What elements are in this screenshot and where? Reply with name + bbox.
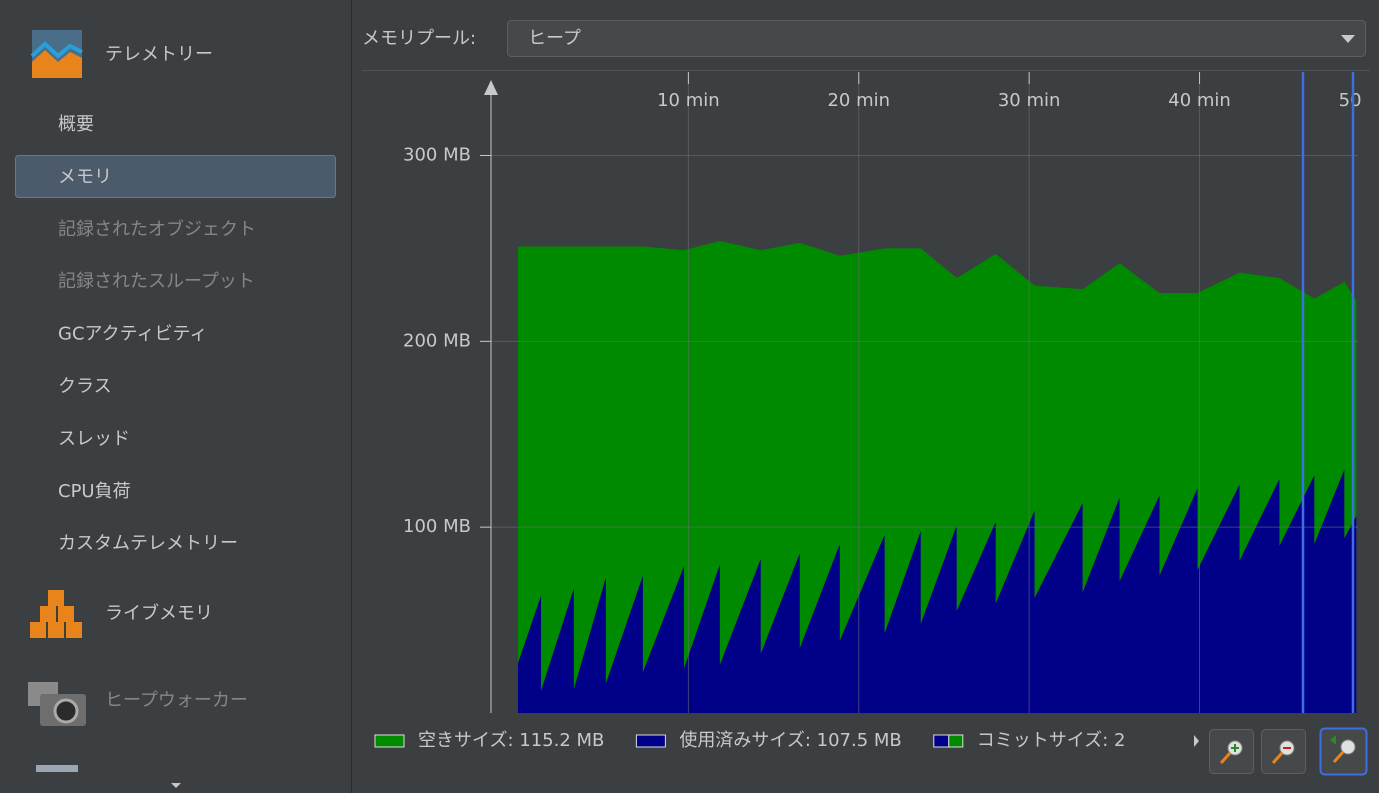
y-axis-arrow (484, 80, 498, 95)
x-tick-label: 40 min (1168, 90, 1231, 111)
legend-label: 空きサイズ: 115.2 MB (418, 730, 604, 751)
nav-item[interactable]: CPU負荷 (58, 481, 131, 502)
x-tick-label: 30 min (998, 90, 1061, 111)
nav-item[interactable]: 記録されたスループット (58, 271, 255, 292)
nav-item[interactable]: スレッド (58, 428, 130, 449)
area (518, 240, 1357, 691)
nav-item[interactable]: GCアクティビティ (58, 324, 207, 345)
pool-label: メモリプール: (362, 28, 476, 49)
section-label[interactable]: テレメトリー (105, 44, 213, 65)
zoom-in-button[interactable] (1209, 729, 1254, 774)
legend-swatch (374, 734, 405, 748)
area (518, 469, 1357, 713)
section-label[interactable]: ヒープウォーカー (105, 690, 248, 711)
nav-item[interactable]: クラス (58, 376, 112, 397)
nav-item[interactable]: メモリ (58, 166, 112, 187)
y-tick-label: 300 MB (403, 144, 471, 165)
x-tick-label: 10 min (657, 90, 720, 111)
scroll-arrow[interactable] (171, 783, 181, 788)
connector-icon (36, 765, 78, 772)
live-memory-icon (30, 590, 82, 638)
sidebar (0, 0, 351, 793)
pool-value: ヒープ (528, 28, 581, 49)
telemetry-icon (30, 30, 83, 78)
y-tick-label: 200 MB (403, 330, 471, 351)
nav-item[interactable]: 概要 (58, 114, 94, 135)
minor-ticks (518, 70, 1358, 80)
y-tick-label: 100 MB (403, 516, 471, 537)
section-label[interactable]: ライブメモリ (105, 602, 213, 624)
dropdown-arrow[interactable] (1341, 35, 1355, 43)
nav-item[interactable]: カスタムテレメトリー (58, 533, 238, 554)
pool-dropdown[interactable] (507, 20, 1366, 57)
heap-walker-icon (28, 682, 86, 726)
fit-button[interactable] (1319, 727, 1368, 776)
legend-label: 使用済みサイズ: 107.5 MB (679, 730, 901, 751)
legend-swatch (635, 734, 666, 748)
legend-swatch (948, 734, 964, 748)
selected-item-bg (15, 155, 336, 198)
x-tick-label: 50 min (1339, 90, 1379, 111)
legend-label: コミットサイズ: 2 (977, 730, 1126, 751)
legend-swatch (933, 734, 950, 748)
nav-item[interactable]: 記録されたオブジェクト (58, 218, 256, 240)
zoom-out-button[interactable] (1261, 729, 1306, 774)
legend-more[interactable] (1194, 735, 1199, 747)
x-tick-label: 20 min (827, 90, 890, 111)
